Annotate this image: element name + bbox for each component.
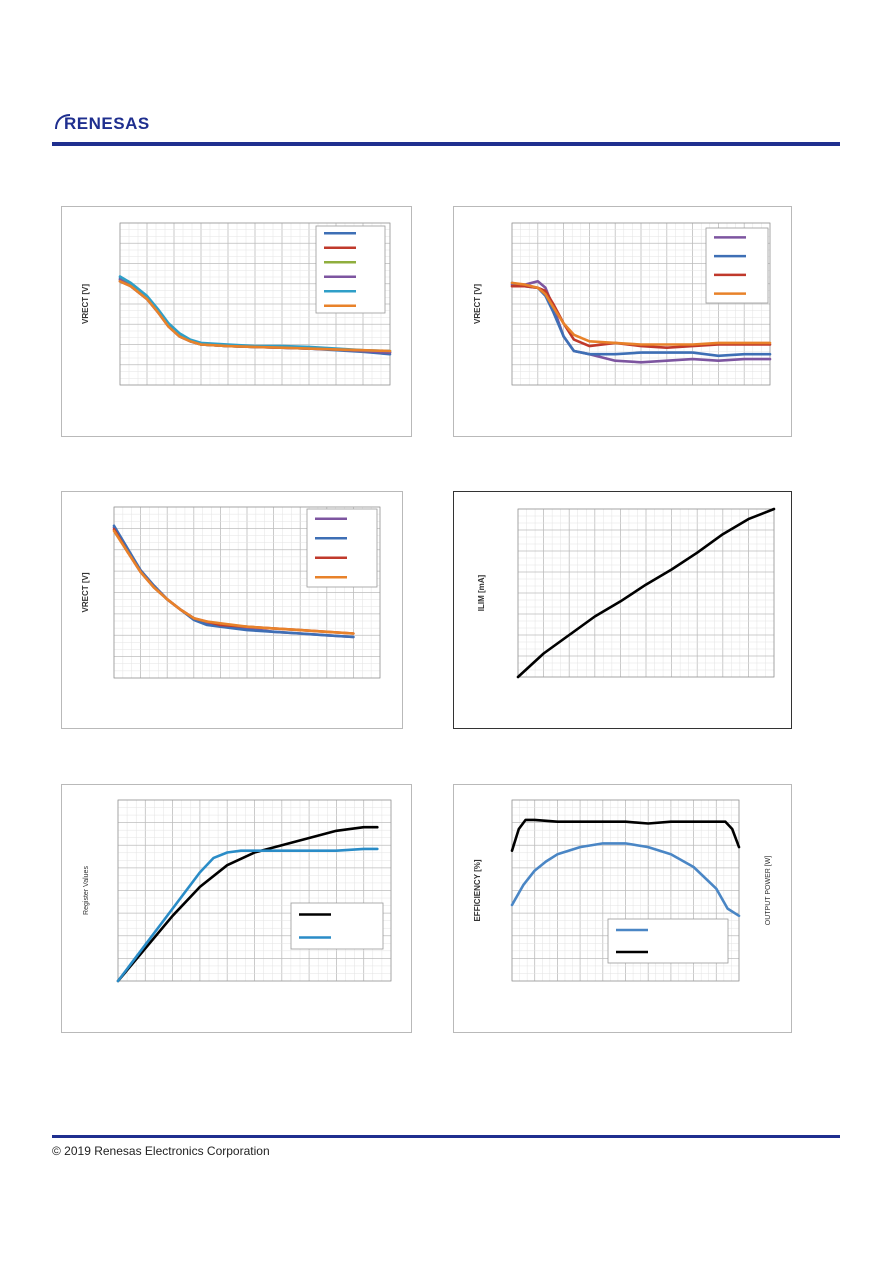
- series-line-1: [516, 507, 776, 679]
- chart-2: VRECT [V]: [473, 222, 772, 386]
- y-axis-label: VRECT [V]: [81, 572, 90, 612]
- chart-6: EFFICIENCY [%] OUTPUT POWER [W]: [473, 799, 772, 982]
- series-line-2: [510, 818, 741, 852]
- footer-rule: [52, 1135, 840, 1138]
- series-line-2: [116, 847, 379, 983]
- logo-wordmark: RENESAS: [64, 114, 150, 133]
- chart-4-panel: ILIM [mA]: [453, 491, 792, 729]
- logo-swoosh-icon: [55, 114, 71, 130]
- y-axis-label: Register Values: [83, 866, 90, 915]
- legend: [705, 227, 769, 304]
- y-axis-label: EFFICIENCY [%]: [473, 859, 482, 921]
- plot-grid: [117, 799, 392, 982]
- chart-3-panel: VRECT [V]: [61, 491, 403, 729]
- chart-6-panel: EFFICIENCY [%] OUTPUT POWER [W]: [453, 784, 792, 1033]
- plot-grid: [517, 508, 775, 678]
- plot-area: [517, 508, 775, 678]
- y-axis-label: VRECT [V]: [81, 284, 90, 324]
- renesas-logo: RENESAS: [55, 114, 150, 133]
- series-line-4: [510, 281, 772, 346]
- chart-3: VRECT [V]: [81, 506, 381, 679]
- plot-area: [511, 799, 740, 982]
- plot-area: [511, 222, 771, 386]
- chart-1-panel: VRECT [V]: [61, 206, 412, 437]
- copyright-text: © 2019 Renesas Electronics Corporation: [52, 1144, 270, 1158]
- chart-2-panel: VRECT [V]: [453, 206, 792, 437]
- series-line-4: [112, 529, 355, 635]
- chart-4: ILIM [mA]: [477, 507, 776, 679]
- legend: [315, 225, 386, 314]
- plot-area: [117, 799, 392, 982]
- series-line-1: [116, 825, 379, 983]
- header-rule: [52, 142, 840, 146]
- legend: [290, 902, 384, 950]
- series-line-6: [118, 280, 392, 353]
- series-line-1: [510, 842, 741, 918]
- y-axis-label: ILIM [mA]: [477, 574, 486, 611]
- chart-5-panel: Register Values: [61, 784, 412, 1033]
- y-axis-label: VRECT [V]: [473, 284, 482, 324]
- chart-1: VRECT [V]: [81, 222, 392, 386]
- plot-area: [119, 222, 391, 386]
- plot-area: [113, 506, 381, 679]
- legend: [607, 918, 729, 964]
- chart-5: Register Values: [83, 799, 392, 983]
- legend: [306, 508, 378, 588]
- y2-axis-label: OUTPUT POWER [W]: [765, 856, 772, 926]
